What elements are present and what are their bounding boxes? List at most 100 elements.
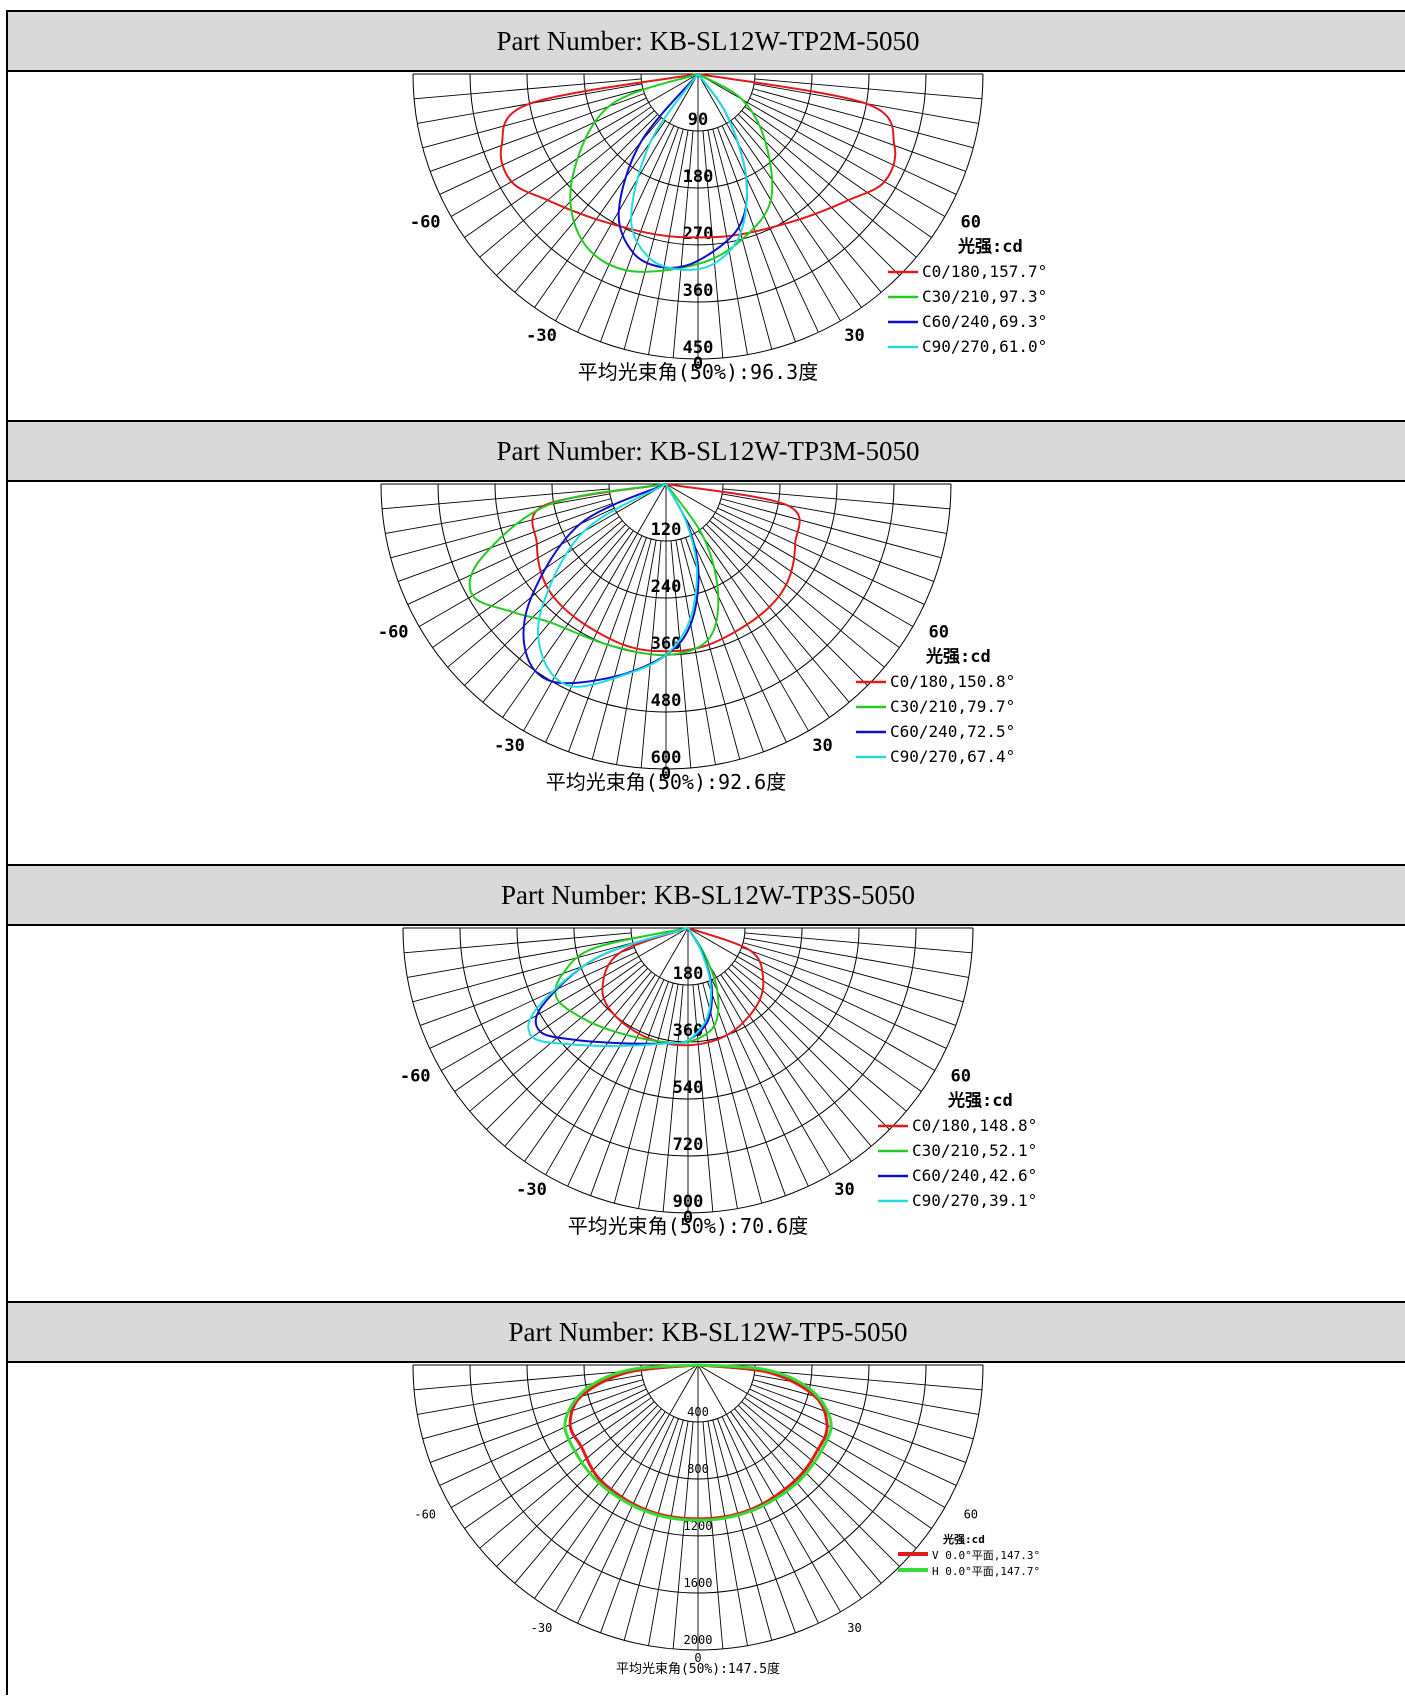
polar-spoke [524, 974, 656, 1162]
section-tp2m: Part Number: KB-SL12W-TP2M-5050 90 180 270… [8, 12, 1405, 422]
part-number-header: Part Number: KB-SL12W-TP2M-5050 [8, 12, 1405, 72]
legend-entry: C60/240,72.5° [890, 722, 1015, 741]
angle-label: -60 [410, 213, 441, 233]
angle-label: -30 [516, 1180, 547, 1200]
polar-spoke [600, 1418, 679, 1633]
polar-spoke [464, 523, 627, 686]
polar-spoke [721, 125, 819, 333]
polar-spoke [440, 927, 689, 1071]
polar-spoke [662, 984, 684, 1212]
radial-tick-label: 480 [651, 691, 682, 711]
polar-spoke [724, 971, 872, 1147]
series-curve [468, 483, 720, 657]
polar-spoke [422, 1379, 644, 1440]
series-curve [563, 1363, 833, 1522]
series-curve [569, 73, 774, 273]
polar-spoke [577, 125, 675, 333]
polar-spoke [414, 78, 642, 100]
legend-entry: C90/270,67.4° [890, 747, 1015, 766]
polar-spoke [648, 130, 689, 355]
radial-tick-label: 120 [651, 520, 682, 540]
polar-spoke [712, 1419, 773, 1641]
polar-spoke [754, 78, 982, 100]
angle-label: 60 [951, 1067, 971, 1087]
part-number-header: Part Number: KB-SL12W-TP3M-5050 [8, 422, 1405, 482]
polar-chart-panel: 120 240 360 480 600 -60 60 -30 30 0 光强:cd C0/180,15… [8, 482, 1405, 866]
polar-spoke [751, 93, 966, 172]
polar-spoke [742, 942, 964, 1003]
series-curve [601, 927, 765, 1047]
polar-spoke [439, 1388, 647, 1486]
polar-spoke [741, 1401, 917, 1549]
polar-spoke [707, 130, 748, 355]
radial-tick-label: 360 [683, 281, 714, 301]
polar-spoke [496, 113, 659, 276]
polar-spoke [680, 538, 741, 760]
section-tp3s: Part Number: KB-SL12W-TP3S-5050 180 360 54… [8, 866, 1405, 1303]
part-number-header: Part Number: KB-SL12W-TP5-5050 [8, 1303, 1405, 1363]
polar-spoke [717, 507, 925, 605]
legend-entry: C60/240,69.3° [922, 312, 1047, 331]
polar-spoke [702, 130, 724, 358]
polar-spoke [420, 947, 635, 1026]
angle-label: 30 [847, 1621, 861, 1635]
polar-spoke [439, 97, 647, 195]
polar-spoke [744, 106, 932, 238]
polar-spoke [407, 937, 632, 978]
legend-title: 光强:cd [947, 1090, 1013, 1111]
polar-spoke [702, 1421, 724, 1649]
polar-spoke [717, 127, 796, 342]
polar-spoke [707, 1421, 748, 1646]
beam-angle-caption: 平均光束角(50%):70.6度 [568, 1214, 808, 1238]
polar-spoke [514, 117, 662, 293]
polar-spoke [731, 964, 907, 1112]
polar-spoke [727, 967, 890, 1130]
polar-spoke [404, 932, 632, 954]
polar-spoke [482, 527, 630, 703]
polar-spoke [707, 981, 786, 1196]
series-curve [499, 73, 897, 239]
polar-spoke [734, 117, 882, 293]
polar-spoke [665, 483, 809, 732]
polar-spoke [752, 1379, 974, 1440]
polar-spoke [689, 535, 787, 743]
polar-spoke [702, 527, 850, 703]
radial-tick-label: 90 [688, 110, 708, 130]
polar-spoke [744, 937, 969, 978]
part-number-header: Part Number: KB-SL12W-TP3S-5050 [8, 866, 1405, 926]
polar-chart-panel: 400 800 1200 1600 2000 -60 60 -30 30 0 光强:cd V 0.0°… [8, 1363, 1405, 1697]
polar-spoke [504, 971, 652, 1147]
polar-spoke [555, 1364, 699, 1613]
series-curve [531, 483, 801, 653]
legend-entry: C90/270,61.0° [922, 337, 1047, 356]
polar-spoke [709, 520, 885, 668]
legend-entry: C0/180,148.8° [912, 1116, 1037, 1135]
polar-chart-svg: 90 180 270 360 450 -60 60 -30 30 0 光强:cd C0/180,157… [410, 73, 1047, 384]
polar-spoke [692, 984, 714, 1212]
polar-spoke [739, 951, 947, 1049]
polar-spoke [447, 520, 623, 668]
polar-spoke [623, 128, 684, 350]
polar-spoke [534, 120, 666, 308]
polar-spoke [722, 493, 947, 534]
polar-spoke [675, 540, 716, 765]
polar-spoke [412, 942, 634, 1003]
polar-spoke [422, 88, 644, 149]
radial-tick-label: 450 [683, 338, 714, 358]
polar-spoke [590, 981, 669, 1196]
polar-spoke [744, 932, 972, 954]
angle-label: 0 [683, 1208, 693, 1228]
polar-spoke [751, 1384, 966, 1463]
polar-spoke [734, 960, 922, 1092]
polar-spoke [623, 1419, 684, 1641]
polar-spoke [722, 488, 950, 510]
document-sheet: Part Number: KB-SL12W-TP2M-5050 90 180 270… [6, 10, 1405, 1697]
polar-spoke [741, 110, 917, 258]
radial-tick-label: 180 [673, 964, 704, 984]
polar-spoke [702, 982, 763, 1204]
polar-spoke [697, 1364, 946, 1508]
polar-spoke [687, 927, 936, 1071]
radial-tick-label: 900 [673, 1192, 704, 1212]
legend-title: 光强:cd [957, 236, 1023, 257]
beam-angle-caption: 平均光束角(50%):92.6度 [546, 770, 786, 794]
